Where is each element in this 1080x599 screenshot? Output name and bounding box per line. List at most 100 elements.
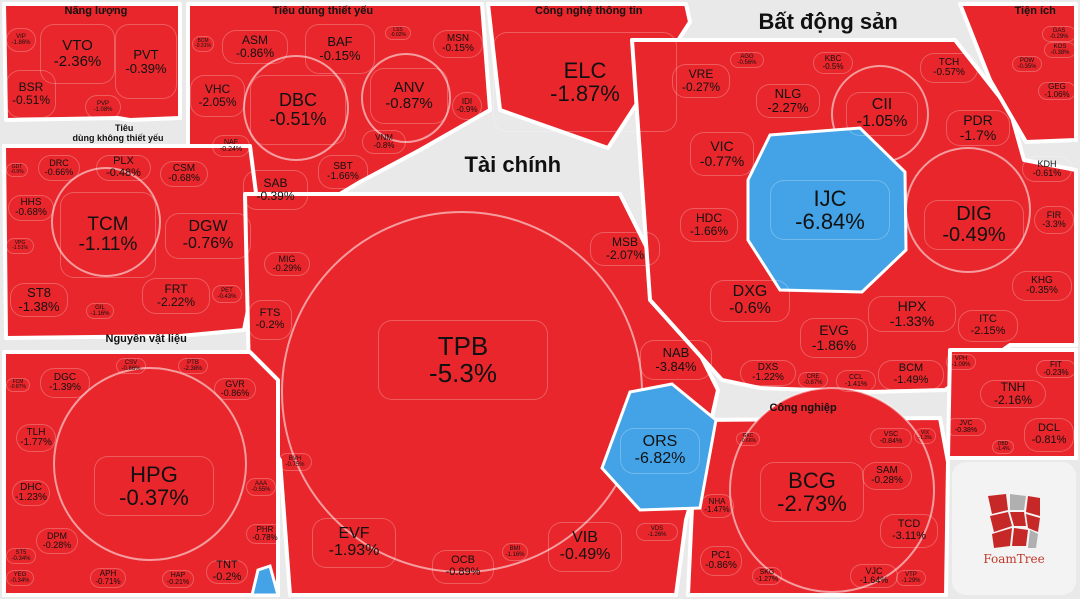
stock-cell-tnt[interactable]: TNT -0.2%	[206, 560, 248, 584]
stock-cell-plx[interactable]: PLX -0.48%	[96, 155, 151, 181]
stock-cell-yeg[interactable]: YEG -0.34%	[6, 570, 34, 586]
stock-cell-nab[interactable]: NAB -3.84%	[640, 340, 712, 380]
stock-cell-gkc[interactable]: GKC -0.66%	[736, 432, 760, 446]
stock-cell-vpg[interactable]: VPG -1.51%	[6, 238, 34, 254]
stock-cell-vph[interactable]: VPH -1.09%	[946, 354, 976, 370]
stock-cell-sbt[interactable]: SBT -1.66%	[318, 155, 368, 189]
stock-cell-pow[interactable]: POW -0.35%	[1012, 56, 1042, 72]
stock-cell-dhc[interactable]: DHC -1.23%	[12, 480, 50, 506]
stock-cell-tch[interactable]: TCH -0.57%	[920, 53, 978, 83]
stock-cell-vic[interactable]: VIC -0.77%	[690, 132, 754, 176]
stock-cell-sab[interactable]: SAB -0.39%	[243, 170, 308, 210]
stock-cell-tcm[interactable]: TCM -1.11%	[60, 192, 156, 278]
stock-cell-pdr[interactable]: PDR -1.7%	[946, 110, 1010, 146]
stock-cell-kdh[interactable]: KDH -0.61%	[1022, 156, 1072, 182]
stock-cell-vsc[interactable]: VSC -0.84%	[870, 428, 912, 448]
stock-cell-ccl[interactable]: CCL -1.41%	[836, 370, 876, 392]
stock-cell-dig[interactable]: DIG -0.49%	[924, 200, 1024, 250]
stock-cell-naf[interactable]: NAF -0.24%	[212, 135, 250, 157]
stock-cell-khg[interactable]: KHG -0.35%	[1012, 271, 1072, 301]
stock-cell-evf[interactable]: EVF -1.93%	[312, 518, 396, 568]
stock-cell-vhc[interactable]: VHC -2.05%	[190, 75, 245, 117]
stock-cell-tpb[interactable]: TPB -5.3%	[378, 320, 548, 400]
stock-cell-pvt[interactable]: PVT -0.39%	[115, 24, 177, 99]
stock-cell-hpx[interactable]: HPX -1.33%	[868, 296, 956, 332]
stock-cell-ors[interactable]: ORS -6.82%	[620, 428, 700, 474]
stock-cell-fts[interactable]: FTS -0.2%	[248, 300, 292, 340]
stock-cell-vix[interactable]: VIX -1.3%	[914, 428, 936, 444]
stock-cell-bvh[interactable]: BVH -0.75%	[278, 453, 312, 471]
stock-cell-lss[interactable]: LSS -0.02%	[385, 26, 411, 40]
stock-cell-vnm[interactable]: VNM -0.8%	[362, 130, 406, 154]
stock-cell-pet[interactable]: PET -0.43%	[212, 285, 242, 303]
stock-cell-pvp[interactable]: PVP -1.08%	[85, 95, 121, 119]
stock-cell-asm[interactable]: ASM -0.86%	[222, 30, 288, 64]
stock-cell-sam[interactable]: SAM -0.28%	[862, 462, 912, 490]
stock-cell-gvr[interactable]: GVR -0.86%	[214, 378, 256, 400]
stock-cell-gas[interactable]: GAS -0.29%	[1042, 26, 1076, 42]
stock-cell-kbc[interactable]: KBC -0.5%	[813, 52, 853, 74]
stock-cell-dbc[interactable]: DBC -0.51%	[250, 75, 346, 145]
stock-cell-drc[interactable]: DRC -0.66%	[38, 155, 80, 181]
stock-cell-ijc[interactable]: IJC -6.84%	[770, 180, 890, 240]
stock-cell-st8[interactable]: ST8 -1.38%	[10, 283, 68, 317]
stock-cell-agg[interactable]: AGG -0.56%	[730, 52, 764, 68]
stock-cell-anv[interactable]: ANV -0.87%	[370, 68, 448, 124]
stock-cell-evg[interactable]: EVG -1.86%	[800, 318, 868, 358]
stock-cell-fit[interactable]: FIT -0.23%	[1036, 360, 1076, 378]
stock-cell-vip[interactable]: VIP -1.86%	[6, 28, 36, 52]
stock-cell-nlg[interactable]: NLG -2.27%	[756, 84, 820, 118]
stock-cell-vto[interactable]: VTO -2.36%	[40, 24, 115, 84]
stock-cell-kos[interactable]: KOS -0.38%	[1044, 42, 1076, 58]
stock-cell-vjc[interactable]: VJC -1.64%	[850, 564, 898, 588]
stock-cell-bcg[interactable]: BCG -2.73%	[760, 462, 864, 522]
stock-cell-ocb[interactable]: OCB -0.89%	[432, 550, 494, 584]
stock-cell-vib[interactable]: VIB -0.49%	[548, 522, 622, 572]
stock-cell-itc[interactable]: ITC -2.15%	[958, 310, 1018, 342]
stock-cell-bmi[interactable]: BMI -1.16%	[502, 543, 528, 561]
stock-cell-gdt[interactable]: GDT -0.9%	[6, 163, 28, 177]
stock-cell-csv[interactable]: CSV -0.86%	[116, 358, 146, 374]
foamtree-logo[interactable]: FoamTree	[952, 462, 1076, 595]
stock-cell-dcl[interactable]: DCL -0.81%	[1024, 418, 1074, 452]
stock-cell-fcm[interactable]: FCM -0.87%	[6, 378, 30, 392]
stock-cell-hdc[interactable]: HDC -1.66%	[680, 208, 738, 242]
stock-cell-cre[interactable]: CRE -0.87%	[798, 372, 828, 388]
stock-cell-cii[interactable]: CII -1.05%	[846, 92, 918, 136]
stock-cell-baf[interactable]: BAF -0.15%	[305, 24, 375, 74]
stock-cell-fir[interactable]: FIR -3.3%	[1034, 206, 1074, 234]
stock-cell-jvc[interactable]: JVC -0.38%	[946, 418, 986, 436]
stock-cell-ptb[interactable]: PTB -2.38%	[178, 358, 208, 374]
stock-cell-frt[interactable]: FRT -2.22%	[142, 278, 210, 314]
stock-cell-bcm[interactable]: BCM -0.31%	[192, 36, 214, 52]
stock-cell-dgc[interactable]: DGC -1.39%	[40, 368, 90, 398]
stock-cell-hhs[interactable]: HHS -0.68%	[8, 195, 54, 221]
stock-cell-idi[interactable]: IDI -0.9%	[452, 92, 482, 120]
stock-cell-msb[interactable]: MSB -2.07%	[590, 232, 660, 266]
stock-cell-phr[interactable]: PHR -0.78%	[246, 524, 284, 544]
stock-cell-vre[interactable]: VRE -0.27%	[672, 64, 730, 98]
stock-cell-mig[interactable]: MIG -0.29%	[264, 252, 310, 276]
stock-cell-geg[interactable]: GEG -1.06%	[1038, 82, 1076, 100]
stock-cell-csm[interactable]: CSM -0.68%	[160, 161, 208, 187]
stock-cell-elc[interactable]: ELC -1.87%	[493, 32, 677, 132]
stock-cell-skg[interactable]: SKG -1.27%	[752, 567, 782, 585]
stock-cell-pc1[interactable]: PC1 -0.86%	[700, 546, 742, 576]
stock-cell-bsr[interactable]: BSR -0.51%	[6, 70, 56, 118]
stock-cell-hap[interactable]: HAP -0.21%	[162, 570, 194, 588]
stock-cell-aaa[interactable]: AAA -0.55%	[246, 478, 276, 496]
stock-cell-dpm[interactable]: DPM -0.28%	[36, 528, 78, 554]
stock-cell-tcd[interactable]: TCD -3.11%	[880, 514, 938, 548]
stock-cell-vtp[interactable]: VTP -1.29%	[896, 570, 926, 586]
stock-cell-vds[interactable]: VDS -1.26%	[636, 523, 678, 541]
stock-cell-msn[interactable]: MSN -0.15%	[433, 30, 483, 58]
stock-cell-dbd[interactable]: DBD -1.4%	[992, 440, 1014, 454]
stock-cell-dxs[interactable]: DXS -1.22%	[740, 360, 796, 386]
stock-cell-tnh[interactable]: TNH -2.16%	[980, 380, 1046, 408]
stock-cell-aph[interactable]: APH -0.71%	[90, 568, 126, 588]
stock-cell-bcm[interactable]: BCM -1.49%	[878, 360, 944, 390]
stock-cell-dxg[interactable]: DXG -0.6%	[710, 280, 790, 322]
stock-cell-tlh[interactable]: TLH -1.77%	[16, 424, 56, 452]
stock-cell-nha[interactable]: NHA -1.47%	[700, 494, 734, 518]
stock-cell-st5[interactable]: ST5 -0.34%	[6, 548, 36, 564]
